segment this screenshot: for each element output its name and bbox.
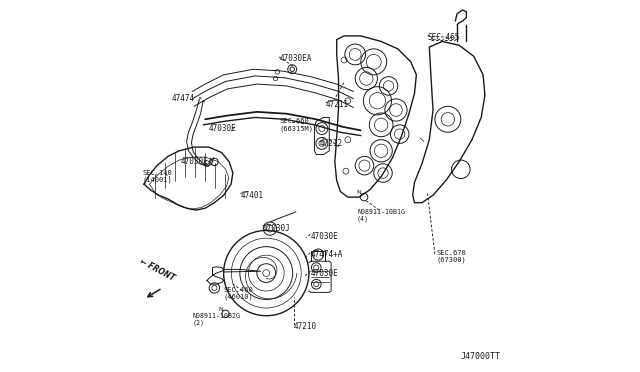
Text: ← FRONT: ← FRONT [138,256,176,282]
Text: 47030E: 47030E [311,231,339,241]
Text: 47474: 47474 [172,94,195,103]
Text: 47030EA: 47030EA [279,54,312,62]
Text: 47212: 47212 [320,139,343,148]
Text: 47030E: 47030E [311,269,339,278]
Text: J47000TT: J47000TT [461,352,501,361]
Text: 47211: 47211 [326,100,349,109]
Text: N08911-10B1G
(4): N08911-10B1G (4) [357,209,405,222]
Text: 47210: 47210 [294,322,317,331]
Text: 47030E: 47030E [181,157,209,166]
Text: N: N [218,307,223,312]
Text: N: N [356,190,362,195]
Text: N08911-10B2G
(2): N08911-10B2G (2) [192,313,240,326]
Text: SEC.670
(67300): SEC.670 (67300) [436,250,467,263]
Text: SEC.660
(66315M): SEC.660 (66315M) [279,118,313,132]
Text: 47401: 47401 [240,191,264,200]
Text: SEC.460
(46010): SEC.460 (46010) [223,287,253,300]
Text: 47030E: 47030E [209,124,237,133]
Text: 47474+A: 47474+A [311,250,343,259]
Text: SEC.140
(14001): SEC.140 (14001) [142,170,172,183]
Text: SEC.465: SEC.465 [428,33,460,42]
Text: 47030J: 47030J [262,224,291,233]
